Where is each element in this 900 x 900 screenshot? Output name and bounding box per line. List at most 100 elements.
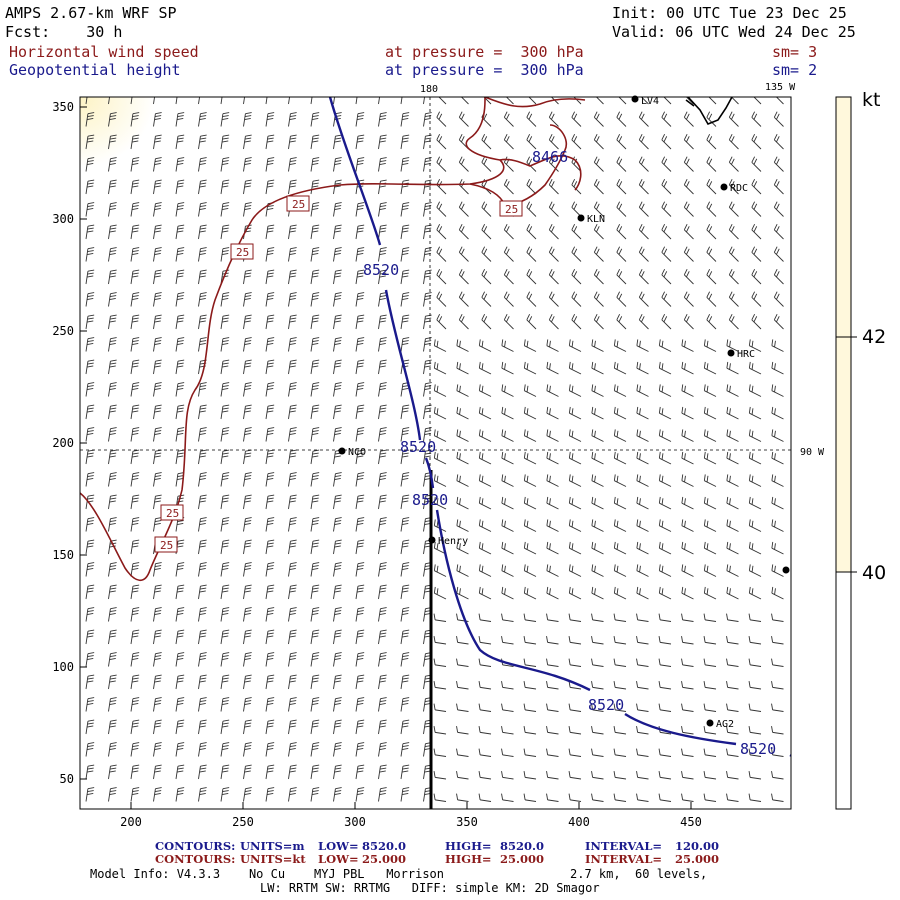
wind-barb — [198, 586, 201, 600]
wind-barb-feather — [751, 268, 756, 276]
wind-barb-feather — [289, 745, 297, 748]
wind-barb-feather — [357, 247, 365, 250]
wind-barb — [400, 676, 404, 690]
wind-barb-feather — [402, 179, 410, 182]
wind-barb-feather — [199, 613, 206, 616]
wind-barb-feather — [478, 384, 481, 391]
wind-barb-feather — [312, 359, 320, 362]
wind-barb-feather — [594, 385, 596, 393]
wind-barb-feather — [523, 586, 526, 594]
wind-barb-feather — [109, 677, 117, 680]
wind-barb-feather — [222, 700, 229, 703]
wind-barb — [771, 457, 784, 465]
wind-barb-feather — [132, 292, 140, 295]
wind-barb-feather — [266, 680, 274, 683]
wind-barb-feather — [132, 134, 140, 137]
wind-barb-feather — [593, 133, 598, 141]
wind-barb — [288, 226, 291, 240]
wind-barb-feather — [729, 543, 731, 550]
height-contour-8520 — [328, 97, 591, 692]
wind-barb-feather — [436, 430, 439, 438]
wind-barb-feather — [334, 677, 342, 680]
wind-barb-feather — [334, 185, 341, 188]
wind-barb-feather — [726, 339, 729, 346]
wind-barb — [355, 563, 359, 577]
wind-barb — [704, 367, 717, 375]
wind-barb-feather — [617, 89, 620, 95]
wind-barb — [378, 496, 381, 510]
wind-barb-feather — [683, 178, 688, 186]
wind-barb-feather — [132, 157, 140, 160]
wind-barb-feather — [658, 384, 661, 391]
wind-barb-feather — [222, 362, 229, 365]
wind-barb-feather — [267, 224, 275, 227]
wind-barb-feather — [266, 275, 274, 278]
wind-barb-feather — [177, 385, 184, 388]
wind-barb-feather — [199, 725, 206, 728]
wind-barb-feather — [267, 745, 274, 748]
wind-barb-feather — [436, 291, 441, 298]
wind-barb-feather — [222, 385, 229, 388]
wind-barb-feather — [663, 203, 668, 210]
wind-barb — [130, 97, 133, 105]
wind-barb-feather — [433, 474, 436, 481]
wind-barb-feather — [681, 361, 684, 369]
wind-barb — [638, 184, 649, 195]
wind-barb-feather — [222, 584, 230, 587]
wind-barb-feather — [109, 430, 117, 433]
wind-barb-feather — [458, 291, 463, 298]
wind-barb — [130, 698, 134, 712]
wind-barb — [333, 518, 336, 532]
wind-barb-feather — [131, 523, 139, 526]
wind-barb-feather — [289, 545, 296, 548]
wind-barb-feather — [334, 430, 342, 433]
wind-barb-feather — [549, 520, 551, 528]
wind-barb-feather — [109, 587, 117, 590]
wind-barb — [569, 457, 582, 465]
wind-barb-feather — [433, 384, 436, 391]
wind-barb-feather — [639, 340, 641, 348]
wind-barb-feather — [751, 291, 756, 298]
wind-barb-feather — [244, 542, 252, 545]
wind-barb-feather — [312, 179, 320, 182]
wind-barb — [333, 563, 336, 577]
wind-barb-feather — [571, 498, 574, 505]
wind-barb-feather — [199, 230, 206, 233]
wind-barb — [130, 676, 134, 690]
wind-barb-feather — [729, 385, 731, 393]
wind-barb-feather — [87, 742, 95, 745]
wind-barb-feather — [459, 588, 461, 595]
wind-barb-feather — [523, 703, 526, 710]
wind-barb-feather — [402, 764, 410, 767]
wind-barb-feather — [132, 452, 139, 455]
wind-barb-feather — [568, 429, 571, 436]
wind-barb — [175, 293, 179, 307]
wind-barb — [153, 766, 156, 780]
wind-barb-feather — [593, 246, 598, 253]
wind-barb — [547, 754, 559, 757]
wind-barb — [436, 229, 447, 240]
wind-barb-feather — [132, 430, 139, 433]
wind-barb — [502, 709, 514, 712]
wind-barb-feather — [402, 359, 410, 362]
wind-barb-feather — [401, 140, 409, 143]
wind-barb-feather — [244, 590, 251, 593]
wind-barb-feather — [379, 790, 387, 793]
wind-barb-feather — [591, 613, 594, 620]
wind-barb-feather — [425, 382, 432, 385]
wind-barb — [434, 502, 447, 510]
wind-barb-feather — [356, 725, 364, 728]
wind-barb-feather — [616, 385, 619, 393]
wind-barb-feather — [731, 248, 735, 255]
wind-barb-feather — [458, 313, 463, 321]
plot-frame — [79, 96, 792, 810]
wind-barb-feather — [289, 298, 296, 301]
wind-barb-feather — [154, 163, 161, 166]
wind-barb — [728, 139, 739, 150]
wind-barb-feather — [200, 652, 207, 655]
wind-barb-feather — [618, 226, 623, 233]
wind-barb-feather — [155, 134, 162, 137]
wind-barb-feather — [357, 295, 364, 298]
wind-barb-feather — [110, 247, 117, 250]
